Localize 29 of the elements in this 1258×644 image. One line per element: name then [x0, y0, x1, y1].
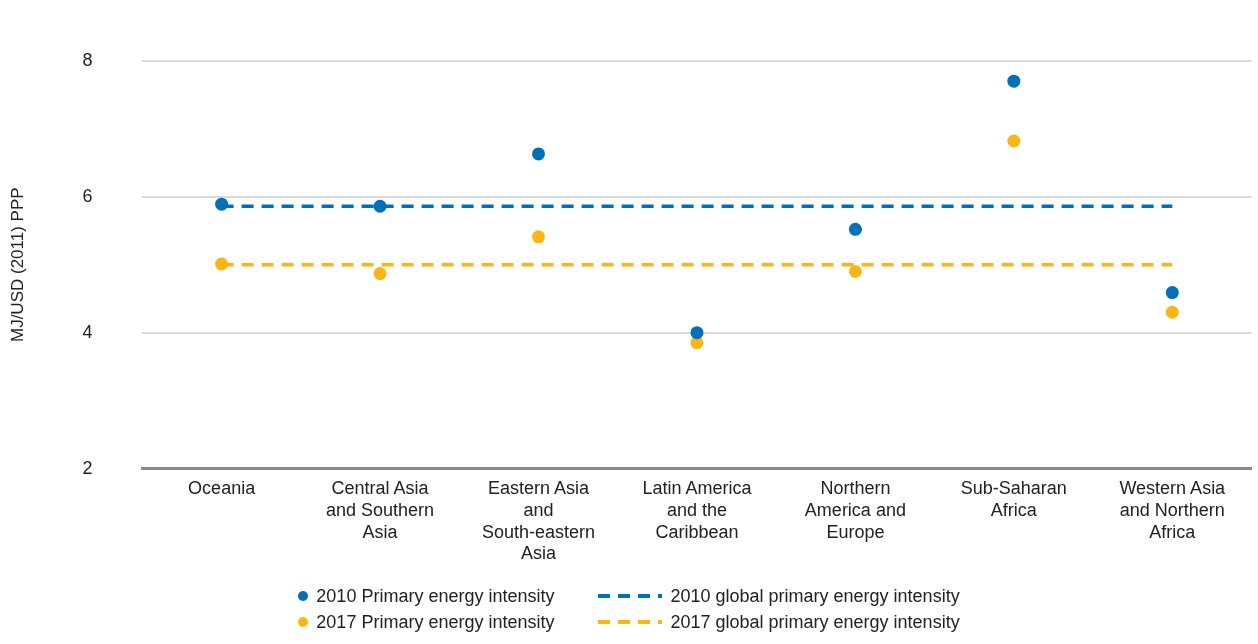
y-tick-label: 6 [82, 185, 93, 206]
point [215, 197, 229, 211]
y-tick-label: 4 [82, 321, 93, 342]
point [1165, 286, 1179, 300]
point [848, 222, 862, 236]
point [373, 267, 387, 281]
legend-label: 2017 Primary energy intensity [316, 611, 555, 633]
point [1165, 305, 1179, 319]
point [532, 230, 546, 244]
point [848, 265, 862, 278]
y-tick-label: 8 [82, 49, 93, 70]
point [532, 147, 546, 161]
x-tick-label: Sub-Saharan Africa [960, 478, 1067, 520]
point [215, 257, 229, 271]
point [1007, 134, 1021, 148]
x-tick-label: Eastern Asia and South-eastern Asia [481, 478, 596, 564]
x-tick-label: Central Asia and Southern Asia [326, 478, 435, 542]
y-tick-label: 2 [82, 457, 93, 478]
x-tick-label: Oceania [188, 478, 257, 499]
legend-label: 2017 global primary energy intensity [670, 611, 960, 633]
point [690, 326, 704, 340]
y-axis-title: MJ/USD (2011) PPP [7, 187, 27, 343]
point [1007, 74, 1021, 88]
legend-label: 2010 global primary energy intensity [670, 585, 960, 607]
x-tick-label: Northern America and Europe [804, 478, 906, 542]
x-tick-label: Western Asia and Northern Africa [1119, 478, 1227, 542]
legend-label: 2010 Primary energy intensity [316, 585, 555, 607]
x-tick-label: Latin America and the Caribbean [642, 478, 753, 542]
point [373, 199, 387, 213]
